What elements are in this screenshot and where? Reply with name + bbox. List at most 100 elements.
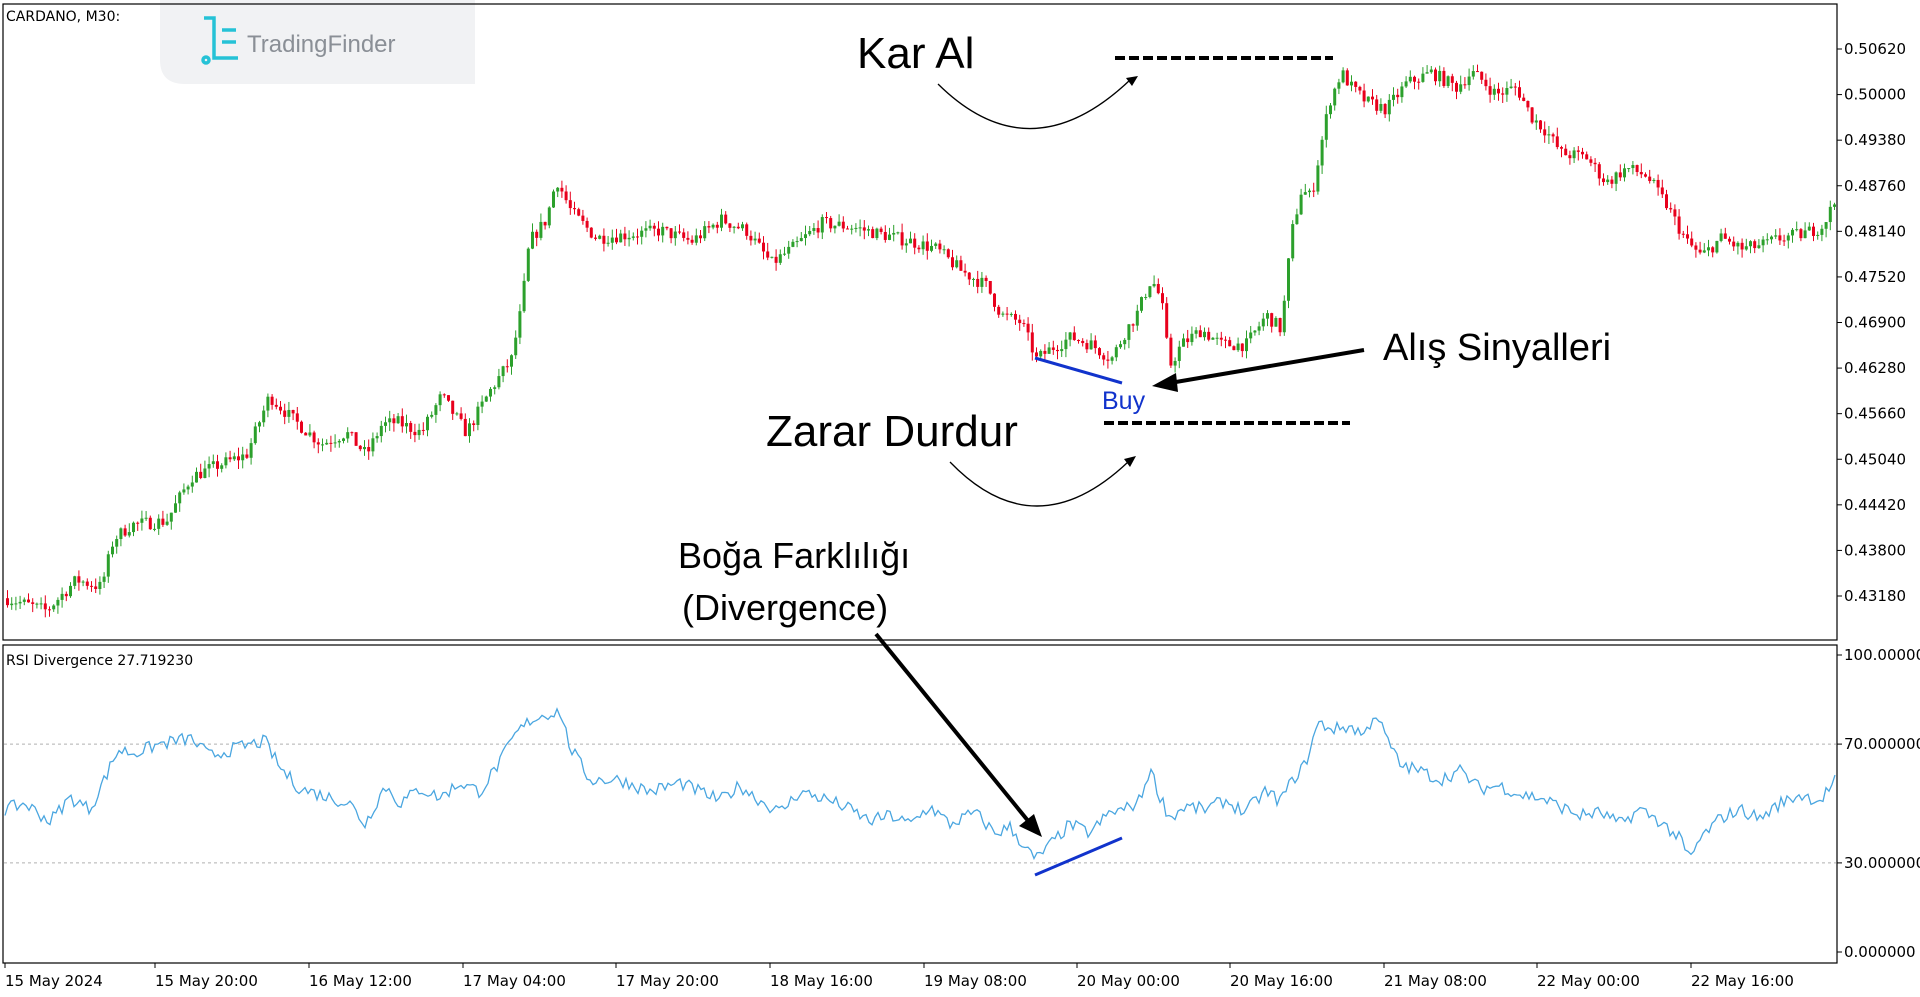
candle-body xyxy=(749,235,753,241)
candle-body xyxy=(1303,192,1307,195)
candle-body xyxy=(850,228,854,230)
candle-body xyxy=(379,425,383,437)
candle-body xyxy=(1375,99,1379,111)
price-tick-label: 0.50000 xyxy=(1844,86,1906,104)
candle-body xyxy=(867,229,870,231)
candle-body xyxy=(984,277,988,281)
candle-body xyxy=(1782,240,1786,242)
candle-body xyxy=(640,230,644,237)
candle-body xyxy=(1018,319,1022,324)
candle-body xyxy=(1144,297,1148,299)
time-tick-label: 22 May 16:00 xyxy=(1691,972,1794,990)
candle-body xyxy=(1757,245,1761,249)
candle-body xyxy=(442,394,446,396)
candle-body xyxy=(396,416,400,424)
candle-body xyxy=(489,388,492,397)
candle-body xyxy=(1110,357,1114,361)
candle-body xyxy=(1089,340,1093,350)
candle-body xyxy=(1618,172,1622,178)
candle-body xyxy=(1308,190,1311,193)
candle-body xyxy=(1127,324,1131,340)
candle-body xyxy=(1471,71,1475,77)
candle-body xyxy=(140,518,144,523)
candle-body xyxy=(783,253,786,255)
candle-body xyxy=(1673,209,1677,217)
candle-body xyxy=(1140,297,1143,311)
candle-body xyxy=(753,238,757,241)
candle-body xyxy=(1585,154,1589,160)
candle-body xyxy=(1421,73,1425,82)
candle-body xyxy=(1501,93,1505,95)
candle-body xyxy=(1610,179,1614,184)
candle-body xyxy=(480,401,484,407)
candle-body xyxy=(438,394,442,406)
candle-body xyxy=(22,599,26,602)
candle-body xyxy=(426,416,429,431)
watermark: TradingFinder xyxy=(160,0,475,84)
stop-loss-arrowhead-icon xyxy=(1124,456,1136,467)
candle-body xyxy=(1387,99,1391,115)
rsi-line xyxy=(4,707,1836,861)
candle-body xyxy=(1656,179,1660,188)
candle-body xyxy=(547,207,551,226)
candle-body xyxy=(636,236,639,238)
candle-body xyxy=(930,245,933,251)
candle-body xyxy=(497,376,501,388)
candle-body xyxy=(1707,247,1710,251)
candle-body xyxy=(799,238,803,242)
rsi-levels xyxy=(4,743,1836,864)
candle-body xyxy=(1333,88,1337,106)
candle-body xyxy=(350,432,354,434)
candle-body xyxy=(405,423,408,427)
candle-body xyxy=(1043,350,1047,354)
candle-body xyxy=(573,208,576,210)
candle-body xyxy=(1476,71,1479,73)
candle-body xyxy=(1228,340,1232,347)
candle-body xyxy=(825,217,828,219)
candle-body xyxy=(31,602,35,604)
time-tick-label: 22 May 00:00 xyxy=(1537,972,1640,990)
stop-loss-arrow xyxy=(949,461,1129,507)
candle-body xyxy=(207,464,211,469)
candle-body xyxy=(392,418,396,424)
candle-body xyxy=(1362,90,1366,102)
candle-body xyxy=(888,234,891,240)
candle-body xyxy=(262,410,266,423)
candle-body xyxy=(615,237,618,243)
time-tick-label: 19 May 08:00 xyxy=(924,972,1027,990)
candle-body xyxy=(1702,250,1706,253)
candle-body xyxy=(1820,228,1824,235)
candle-body xyxy=(52,605,56,610)
candle-body xyxy=(1056,349,1059,352)
rsi-axis: 100.000000 70.000000 30.000000 0.000000 xyxy=(1837,646,1920,961)
candle-body xyxy=(1165,303,1169,338)
candle-body xyxy=(510,355,513,367)
candle-body xyxy=(598,235,602,239)
candle-body xyxy=(413,431,417,436)
candle-body xyxy=(1560,147,1563,149)
candle-body xyxy=(997,306,1001,315)
candle-body xyxy=(1249,332,1253,339)
candle-body xyxy=(812,228,816,231)
candle-body xyxy=(1770,236,1773,240)
candle-body xyxy=(1723,233,1727,239)
candle-body xyxy=(384,422,387,426)
candle-body xyxy=(896,232,900,234)
candle-body xyxy=(1833,204,1836,207)
candle-body xyxy=(342,438,345,441)
candle-body xyxy=(804,234,807,239)
candle-body xyxy=(1480,71,1484,80)
candle-body xyxy=(904,243,908,246)
candle-body xyxy=(417,429,421,436)
candle-body xyxy=(463,418,467,437)
candle-body xyxy=(1749,241,1752,247)
candle-body xyxy=(531,231,534,249)
candle-body xyxy=(1639,172,1643,175)
candle-body xyxy=(174,503,177,513)
candle-body xyxy=(514,337,518,356)
candle-body xyxy=(1123,339,1127,345)
candle-body xyxy=(1438,70,1442,82)
candle-body xyxy=(409,423,413,432)
buy-label: Buy xyxy=(1102,387,1146,415)
candle-body xyxy=(518,311,522,338)
